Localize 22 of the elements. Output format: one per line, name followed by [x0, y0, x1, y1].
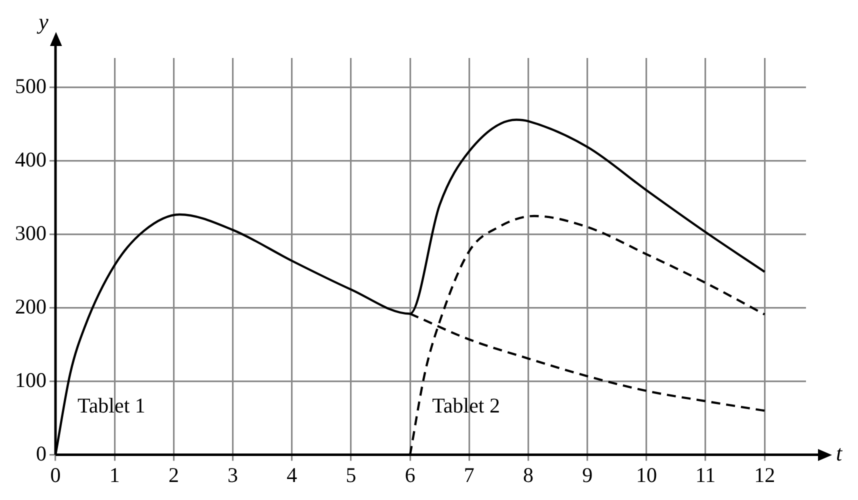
x-tick-label: 2: [168, 462, 179, 487]
x-tick-label: 11: [695, 462, 716, 487]
x-axis-title: t: [836, 440, 843, 466]
y-tick-label: 100: [15, 368, 46, 392]
x-tick-label: 4: [286, 462, 298, 487]
x-tick-label: 7: [464, 462, 474, 487]
x-tick-label: 10: [636, 462, 657, 487]
y-tick-label: 200: [15, 294, 46, 318]
y-axis-title: y: [36, 8, 49, 34]
x-tick-label: 3: [228, 462, 238, 487]
y-tick-label: 400: [15, 147, 46, 172]
annotation: Tablet 2: [432, 393, 500, 418]
x-tick-label: 9: [582, 462, 593, 487]
x-tick-label: 5: [346, 462, 356, 487]
x-tick-label: 1: [109, 462, 120, 487]
y-tick-label: 500: [15, 74, 46, 98]
x-tick-label: 12: [754, 462, 776, 487]
y-tick-label: 0: [36, 441, 46, 466]
x-tick-label: 6: [404, 462, 416, 487]
y-tick-label: 300: [15, 220, 46, 245]
x-tick-label: 8: [523, 462, 534, 487]
annotation: Tablet 1: [78, 393, 146, 418]
